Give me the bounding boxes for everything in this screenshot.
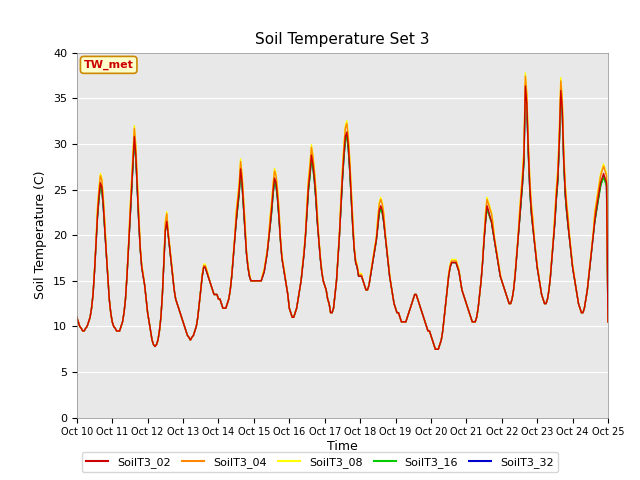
Title: Soil Temperature Set 3: Soil Temperature Set 3 (255, 33, 429, 48)
Text: TW_met: TW_met (84, 60, 134, 70)
Y-axis label: Soil Temperature (C): Soil Temperature (C) (35, 171, 47, 300)
Legend: SoilT3_02, SoilT3_04, SoilT3_08, SoilT3_16, SoilT3_32: SoilT3_02, SoilT3_04, SoilT3_08, SoilT3_… (81, 452, 559, 472)
X-axis label: Time: Time (327, 440, 358, 453)
